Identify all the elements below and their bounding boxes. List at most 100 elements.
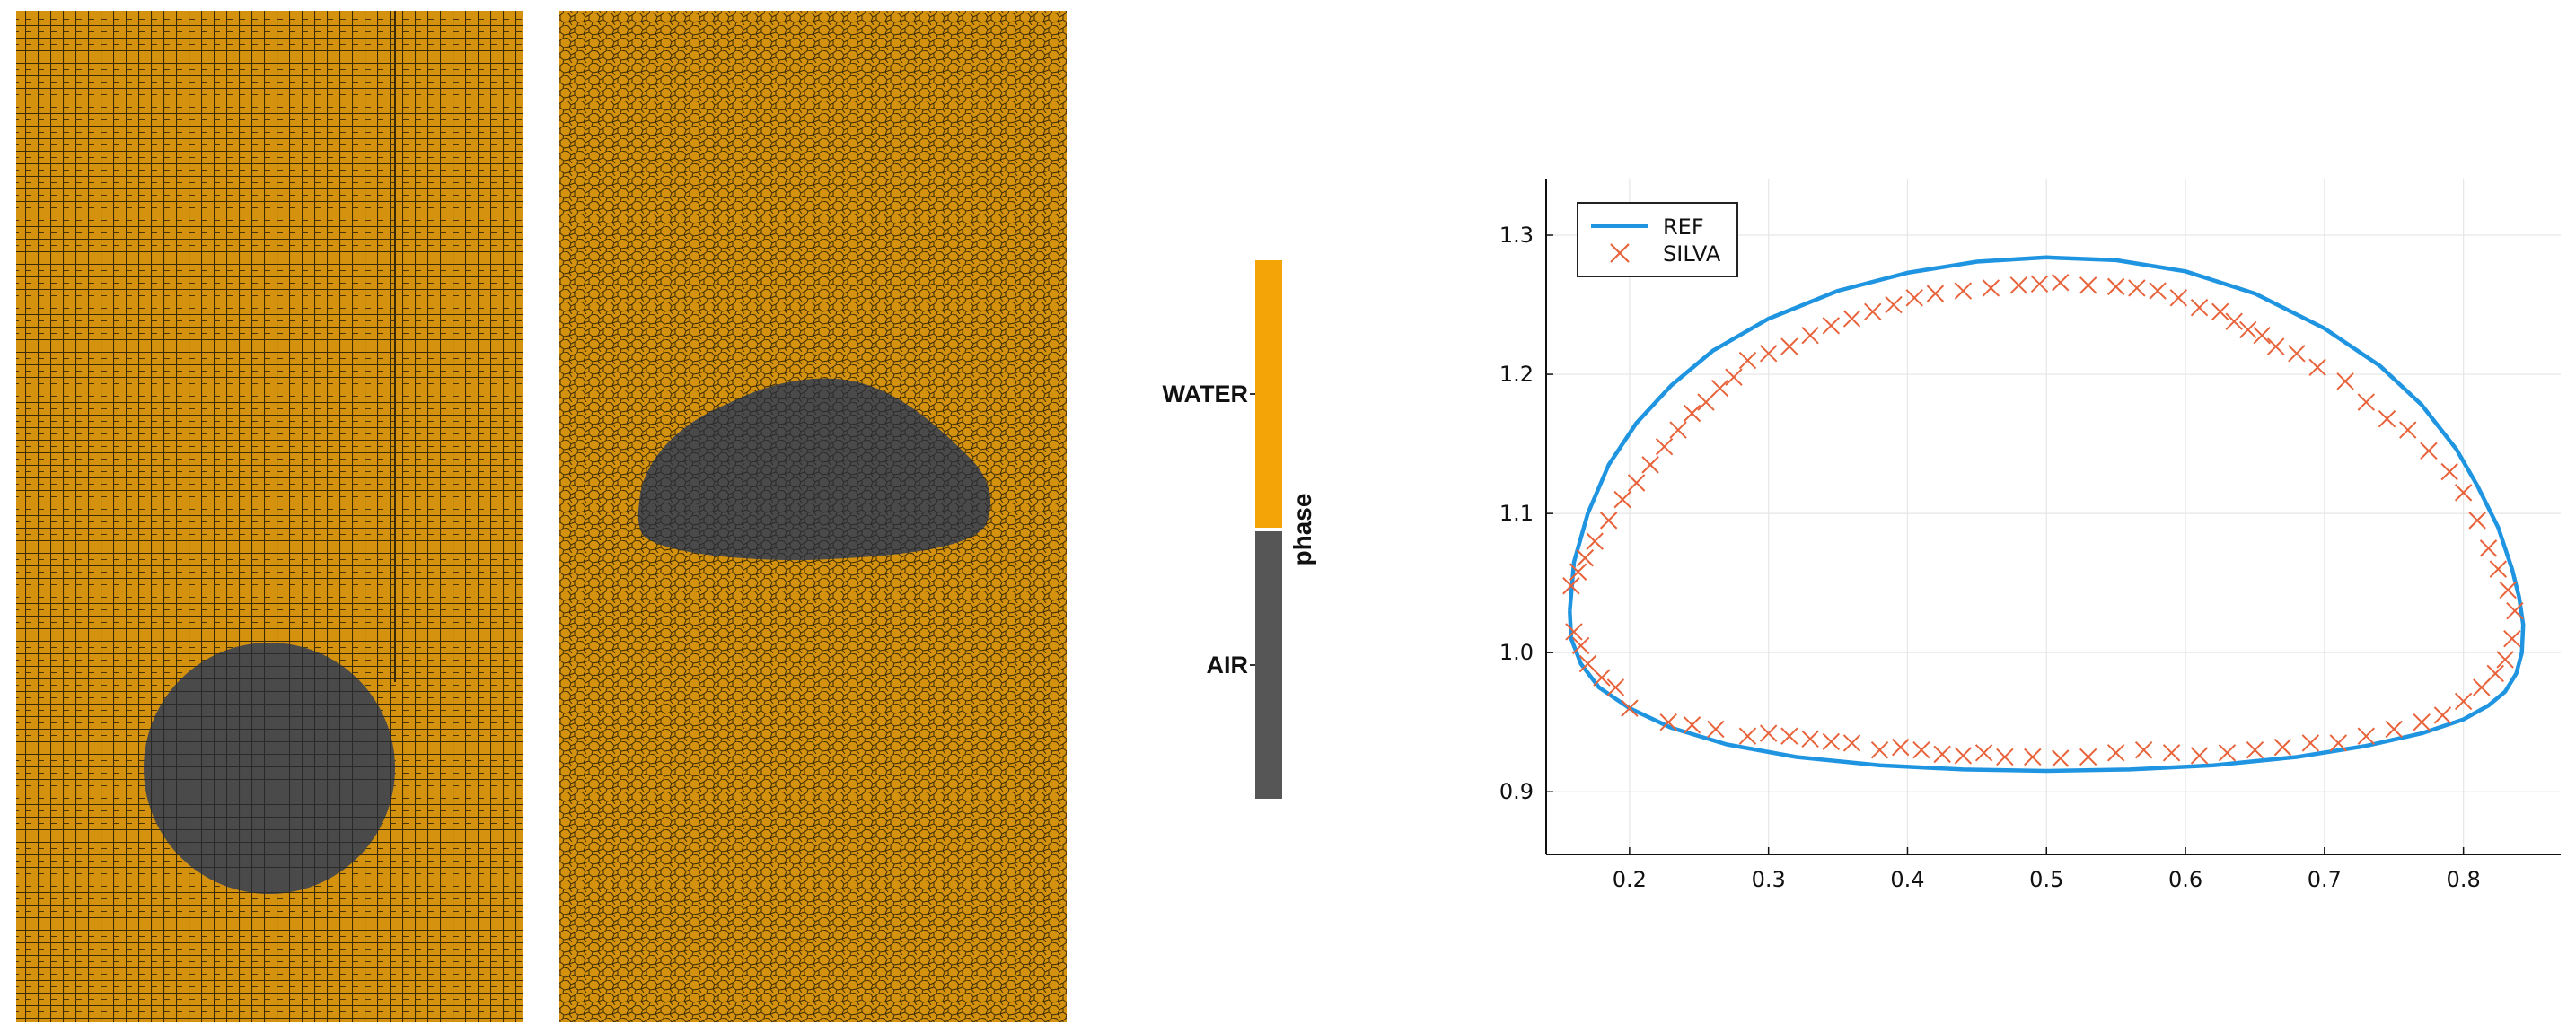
silva-point-15 — [1759, 345, 1778, 363]
silva-point-92 — [1606, 678, 1625, 696]
x-tick-labels: 0.2 0.3 0.4 0.5 0.6 0.7 0.8 — [1613, 867, 2481, 892]
silva-point-29 — [2079, 276, 2097, 294]
mesh-panel-poly — [559, 11, 1067, 1022]
x-tick-label-0: 0.2 — [1613, 867, 1647, 892]
silva-point-45 — [2399, 421, 2417, 439]
silva-point-2 — [1576, 549, 1595, 567]
mesh-panel-quad — [16, 11, 523, 1022]
silva-point-17 — [1801, 326, 1819, 345]
silva-point-65 — [2273, 738, 2292, 757]
silva-point-8 — [1655, 437, 1674, 456]
silva-point-0 — [1562, 577, 1580, 595]
silva-point-86 — [1759, 724, 1778, 742]
silva-point-27 — [2030, 275, 2049, 293]
silva-point-91 — [1621, 699, 1639, 717]
y-tick-label-3: 1.2 — [1499, 362, 1534, 387]
silva-point-89 — [1683, 716, 1701, 734]
silva-point-87 — [1738, 727, 1757, 745]
silva-point-3 — [1586, 532, 1604, 550]
silva-point-14 — [1738, 351, 1757, 370]
silva-point-71 — [2106, 744, 2125, 762]
silva-point-21 — [1885, 295, 1903, 314]
x-tick-label-1: 0.3 — [1752, 867, 1786, 892]
silva-point-80 — [1892, 738, 1910, 757]
silva-point-85 — [1780, 727, 1798, 745]
silva-point-19 — [1842, 310, 1861, 328]
silva-point-20 — [1864, 302, 1882, 321]
y-tick-label-0: 0.9 — [1499, 779, 1534, 804]
silva-point-41 — [2308, 358, 2326, 377]
silva-point-11 — [1697, 393, 1715, 411]
phase-colorbar: WATER AIR phase — [1163, 260, 1316, 799]
x-tick-label-3: 0.5 — [2029, 867, 2063, 892]
silva-point-55 — [2496, 651, 2514, 669]
silva-point-56 — [2486, 664, 2504, 683]
silva-point-32 — [2149, 282, 2167, 300]
silva-point-84 — [1801, 730, 1819, 748]
silva-point-1 — [1569, 563, 1587, 581]
silva-point-60 — [2413, 713, 2431, 731]
silva-point-12 — [1710, 379, 1729, 398]
legend-ref-label: REF — [1663, 214, 1704, 240]
air-bubble-deformed — [637, 378, 991, 561]
silva-point-53 — [2506, 601, 2524, 620]
silva-point-9 — [1669, 421, 1687, 439]
chart-legend: REF SILVA — [1577, 202, 1738, 277]
silva-point-38 — [2253, 326, 2271, 345]
silva-point-16 — [1780, 337, 1798, 355]
silva-point-54 — [2503, 629, 2521, 648]
silva-point-23 — [1926, 285, 1945, 302]
silva-point-72 — [2079, 748, 2097, 766]
silva-point-44 — [2378, 409, 2396, 428]
silva-point-48 — [2454, 484, 2473, 502]
legend-box — [1577, 202, 1738, 277]
silva-point-37 — [2239, 320, 2257, 339]
silva-point-81 — [1870, 741, 1889, 759]
silva-point-40 — [2288, 345, 2306, 363]
phase-title: phase — [1288, 494, 1316, 566]
silva-point-25 — [1982, 279, 2000, 297]
silva-point-78 — [1933, 745, 1951, 764]
silva-point-95 — [1571, 636, 1590, 655]
x-tick-label-2: 0.4 — [1890, 867, 1924, 892]
y-tick-label-1: 1.0 — [1499, 640, 1534, 665]
y-tick-label-2: 1.1 — [1499, 501, 1534, 526]
silva-point-76 — [1974, 744, 1993, 762]
silva-point-62 — [2357, 727, 2375, 745]
silva-point-70 — [2134, 741, 2153, 759]
silva-point-6 — [1627, 474, 1646, 492]
silva-point-67 — [2218, 744, 2237, 762]
air-bubble-circle — [144, 643, 395, 894]
silva-point-39 — [2266, 337, 2285, 355]
silva-point-82 — [1842, 734, 1861, 752]
silva-point-93 — [1593, 669, 1611, 687]
silva-point-75 — [1996, 748, 2014, 766]
silva-point-28 — [2052, 274, 2070, 292]
chart-grid — [1546, 179, 2561, 854]
silva-point-59 — [2433, 706, 2452, 724]
silva-point-22 — [1905, 289, 1923, 307]
silva-point-69 — [2162, 744, 2181, 762]
silva-point-74 — [2024, 748, 2042, 766]
silva-point-58 — [2454, 692, 2473, 711]
chart-axes — [1545, 179, 2561, 855]
silva-point-88 — [1707, 720, 1725, 739]
series-ref-line — [1568, 255, 2526, 774]
phase-label-air: AIR — [1207, 652, 1249, 678]
silva-point-46 — [2420, 442, 2438, 460]
silva-point-13 — [1725, 368, 1743, 386]
silva-point-90 — [1659, 713, 1677, 731]
silva-point-52 — [2499, 581, 2517, 600]
silva-point-10 — [1683, 404, 1701, 423]
x-tick-label-4: 0.6 — [2168, 867, 2202, 892]
silva-point-49 — [2468, 512, 2486, 530]
silva-point-51 — [2489, 560, 2508, 578]
silva-point-43 — [2357, 393, 2375, 411]
silva-point-68 — [2190, 747, 2209, 765]
silva-point-96 — [1565, 623, 1583, 641]
chart-series — [1562, 255, 2526, 774]
silva-point-18 — [1822, 317, 1841, 335]
silva-point-64 — [2301, 734, 2320, 752]
x-tick-label-6: 0.8 — [2447, 867, 2481, 892]
